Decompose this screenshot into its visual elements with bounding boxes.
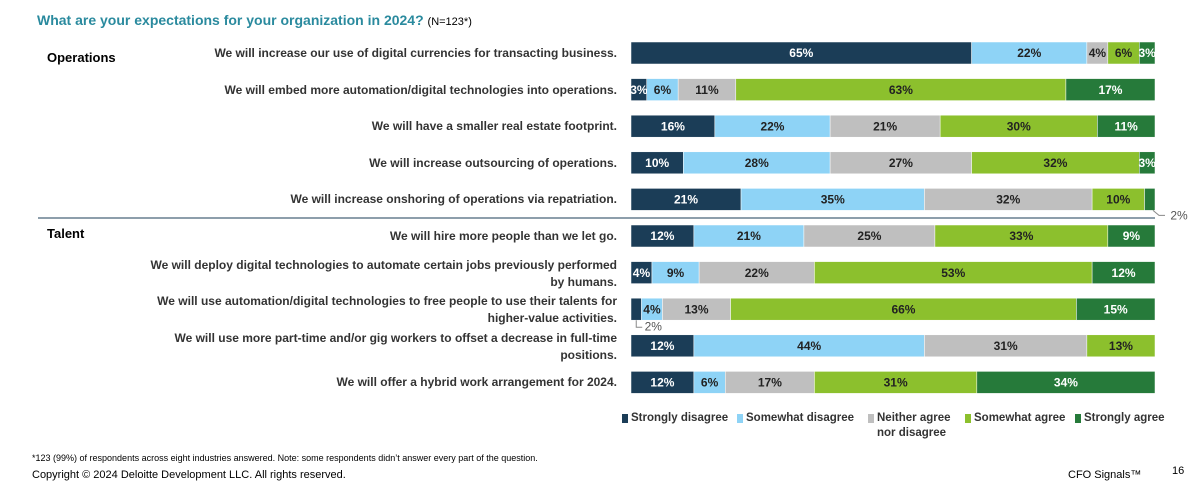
value-label: 6%	[654, 83, 672, 97]
value-label: 53%	[941, 266, 965, 280]
value-label: 9%	[1123, 229, 1141, 243]
bar-segment	[1091, 261, 1156, 284]
value-label: 2%	[1170, 209, 1188, 223]
row-label: We will increase our use of digital curr…	[214, 46, 617, 60]
page-number: 16	[1172, 465, 1185, 477]
row-label: We will increase onshoring of operations…	[290, 192, 617, 207]
value-label: 15%	[1104, 302, 1128, 316]
value-label: 28%	[745, 156, 769, 170]
value-label: 4%	[633, 266, 651, 280]
value-label: 11%	[1115, 119, 1139, 133]
legend-item: Somewhat disagree	[737, 411, 862, 426]
legend-label: Somewhat disagree	[746, 412, 855, 424]
callout	[635, 320, 643, 328]
legend-item: Neither agree nor disagree	[868, 411, 958, 441]
row-label: We will use automation/digital technolog…	[157, 294, 617, 326]
legend-label: Strongly disagree	[631, 412, 729, 424]
value-label: 21%	[737, 229, 761, 243]
bar-segment	[1144, 188, 1156, 211]
group-label: Talent	[47, 226, 85, 241]
value-label: 17%	[758, 376, 782, 390]
legend-swatch	[868, 414, 874, 423]
value-label: 9%	[667, 266, 685, 280]
value-label: 35%	[821, 193, 845, 207]
value-label: 30%	[1007, 119, 1031, 133]
bar-segment	[976, 371, 1156, 394]
brand: CFO Signals™	[1068, 469, 1142, 481]
value-label: 32%	[1043, 156, 1067, 170]
value-label: 13%	[684, 302, 708, 316]
legend-label: Somewhat agree	[974, 412, 1066, 424]
value-label: 3%	[630, 83, 648, 97]
legend-swatch	[1075, 414, 1081, 423]
bar-segment	[1086, 334, 1156, 358]
value-label: 3%	[1138, 156, 1156, 170]
value-label: 17%	[1098, 83, 1122, 97]
value-label: 12%	[650, 376, 674, 390]
value-label: 12%	[1112, 266, 1136, 280]
footnote: *123 (99%) of respondents across eight i…	[32, 453, 538, 463]
value-label: 21%	[674, 193, 698, 207]
value-label: 16%	[661, 119, 685, 133]
value-label: 63%	[889, 83, 913, 97]
value-label: 11%	[695, 83, 719, 97]
value-label: 33%	[1009, 229, 1033, 243]
bar-segment	[1107, 224, 1156, 248]
callout	[1152, 210, 1165, 216]
title-line: What are your expectations for your orga…	[37, 12, 472, 28]
value-label: 3%	[1138, 46, 1156, 60]
value-label: 66%	[891, 302, 915, 316]
value-label: 22%	[1017, 46, 1041, 60]
value-label: 34%	[1054, 376, 1078, 390]
subtitle: (N=123*)	[427, 16, 472, 28]
value-label: 4%	[643, 302, 661, 316]
copyright: Copyright © 2024 Deloitte Development LL…	[32, 469, 346, 481]
value-label: 27%	[889, 156, 913, 170]
value-label: 31%	[884, 376, 908, 390]
value-label: 21%	[873, 119, 897, 133]
value-label: 12%	[650, 339, 674, 353]
value-label: 25%	[857, 229, 881, 243]
row-label: We will hire more people than we let go.	[389, 229, 617, 243]
value-label: 44%	[797, 339, 821, 353]
legend-swatch	[622, 414, 628, 423]
legend-item: Strongly agree	[1075, 411, 1175, 426]
value-label: 22%	[760, 119, 784, 133]
legend-item: Strongly disagree	[622, 411, 737, 426]
bar-segment	[1139, 41, 1156, 65]
value-label: 12%	[650, 229, 674, 243]
row-label: We will deploy digital technologies to a…	[150, 257, 617, 289]
bar-segment	[1139, 151, 1156, 175]
value-label: 32%	[996, 193, 1020, 207]
legend-swatch	[737, 414, 743, 423]
row-label: We will have a smaller real estate footp…	[371, 119, 617, 134]
row-label: We will offer a hybrid work arrangement …	[336, 375, 617, 390]
bar-segment	[1097, 114, 1156, 138]
value-label: 6%	[1115, 46, 1133, 60]
value-label: 10%	[645, 156, 669, 170]
row-label: We will increase outsourcing of operatio…	[369, 155, 617, 170]
value-label: 22%	[745, 266, 769, 280]
legend-swatch	[965, 414, 971, 423]
value-label: 65%	[789, 46, 813, 60]
title: What are your expectations for your orga…	[37, 12, 424, 28]
bar-segment	[1065, 78, 1156, 101]
legend-item: Somewhat agree	[965, 411, 1075, 426]
value-label: 31%	[994, 339, 1018, 353]
value-label: 6%	[701, 376, 719, 390]
value-label: 13%	[1109, 339, 1133, 353]
group-label: Operations	[47, 50, 116, 65]
legend-label: Strongly agree	[1084, 412, 1165, 424]
legend-label: Neither agree nor disagree	[877, 412, 951, 439]
row-label: We will embed more automation/digital te…	[224, 82, 617, 97]
value-label: 2%	[645, 319, 663, 333]
row-label: We will use more part-time and/or gig wo…	[174, 330, 617, 362]
value-label: 4%	[1089, 46, 1107, 60]
bar-segment	[1076, 297, 1156, 321]
value-label: 10%	[1106, 193, 1130, 207]
bar-segment	[630, 297, 642, 321]
